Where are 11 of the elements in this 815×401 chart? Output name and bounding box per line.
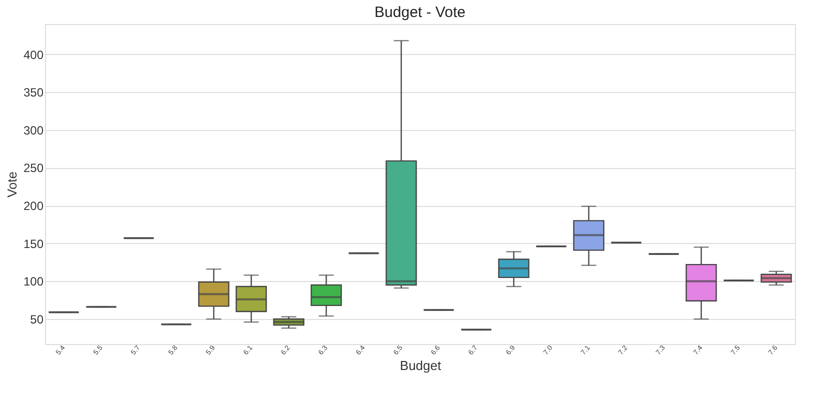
y-tick-label: 150 [23, 236, 44, 251]
y-tick-label: 50 [30, 312, 44, 327]
y-axis-title: Vote [4, 171, 20, 198]
y-tick-label: 350 [23, 86, 44, 100]
chart-title: Budget - Vote [374, 4, 466, 21]
y-tick-label: 200 [23, 199, 44, 214]
y-tick-label: 100 [23, 274, 44, 289]
x-axis-title: Budget [400, 358, 442, 373]
y-tick-label: 250 [23, 161, 44, 176]
y-tick-label: 400 [23, 48, 44, 62]
y-tick-label: 300 [23, 123, 44, 138]
